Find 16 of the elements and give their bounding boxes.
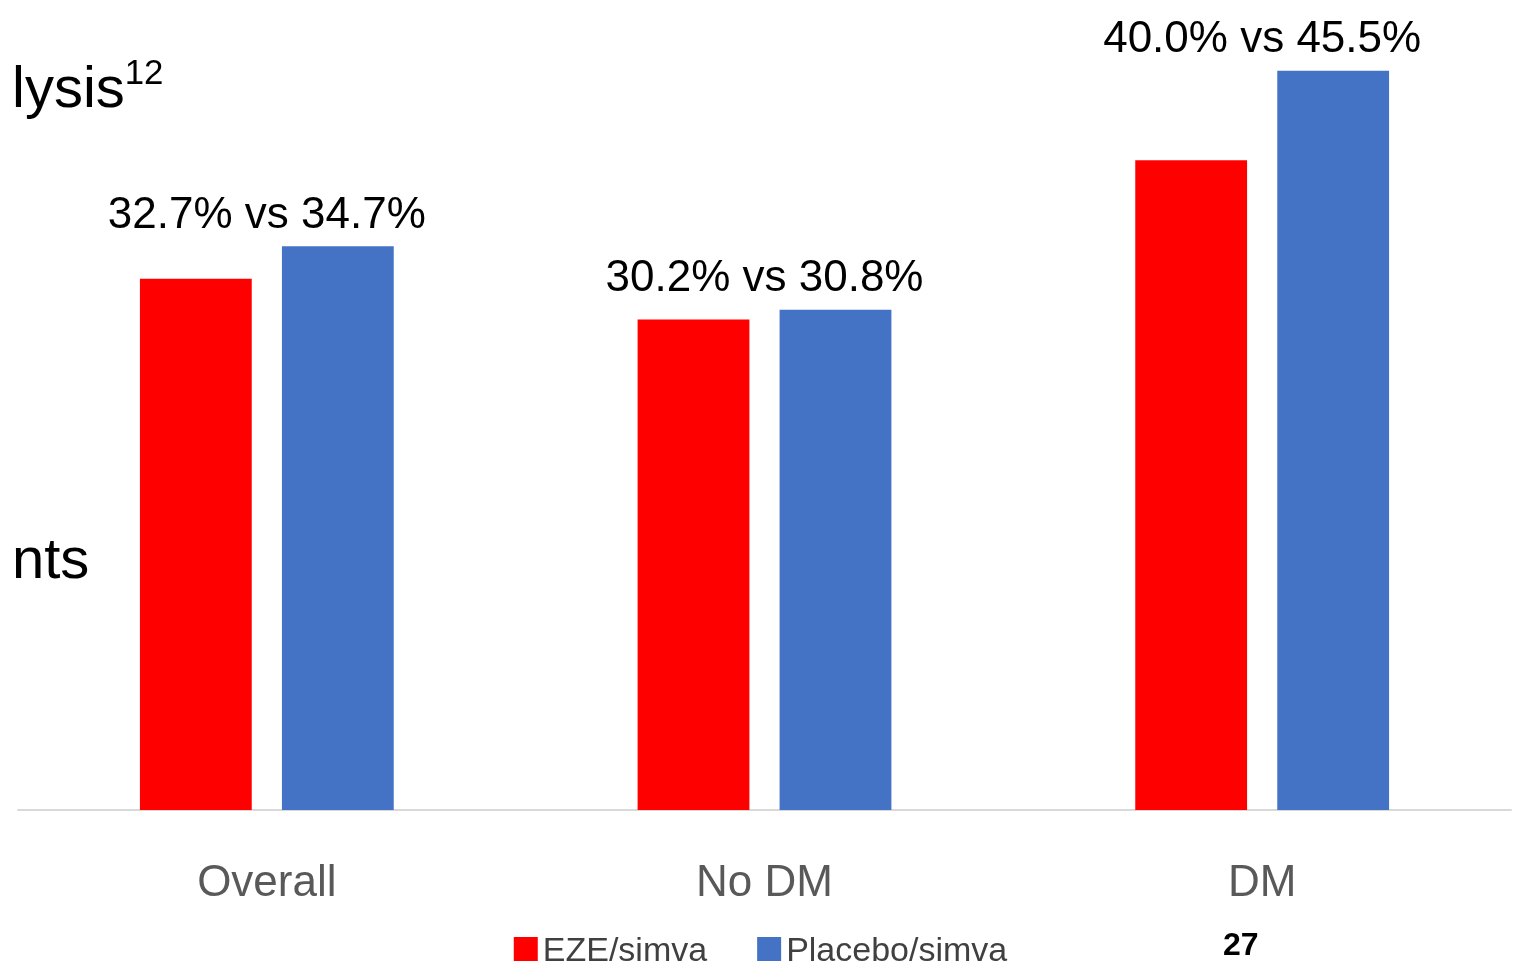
annotation: 30.2% vs 30.8%: [605, 251, 924, 301]
bar: [139, 278, 252, 810]
x-tick-label: DM: [1227, 855, 1297, 905]
text: 40.0% vs 45.5%: [1103, 12, 1422, 62]
x-tick-label: Overall: [197, 855, 337, 905]
legend-label: EZE/simva: [542, 930, 708, 968]
bar: [1135, 160, 1248, 810]
bar: [637, 319, 750, 810]
annotation: nts: [12, 524, 90, 590]
x-tick-label: No DM: [696, 855, 833, 905]
bar: [779, 309, 892, 810]
legend-label: Placebo/simva: [786, 930, 1008, 968]
text: 27: [1223, 926, 1259, 962]
bar: [281, 246, 394, 810]
bar: [1277, 70, 1390, 810]
annotation: 32.7% vs 34.7%: [107, 187, 426, 237]
